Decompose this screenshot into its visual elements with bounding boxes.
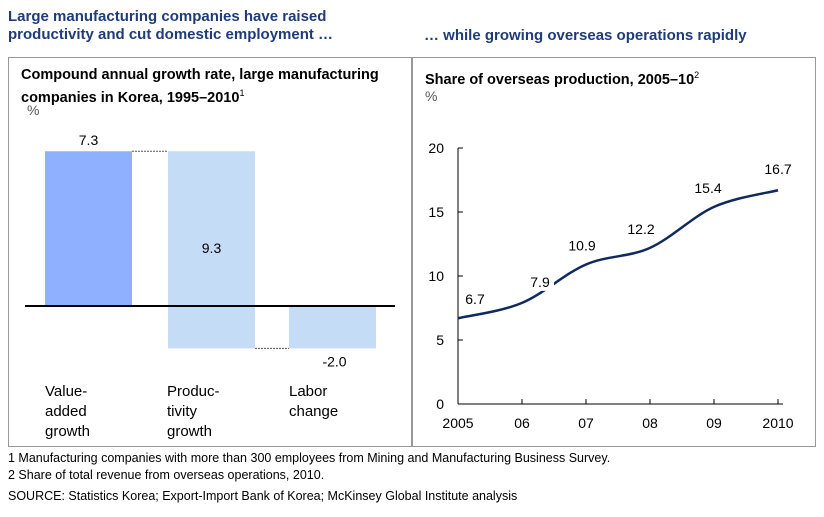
bar-0 — [45, 151, 132, 306]
data-label-bg-5 — [760, 161, 796, 179]
left-chart-title: Compound annual growth rate, large manuf… — [21, 67, 379, 106]
x-tick-label-4: 09 — [706, 415, 722, 431]
footnote-2: 2 Share of total revenue from overseas o… — [8, 468, 325, 482]
right-chart-unit: % — [425, 88, 438, 104]
bar-value-label-2: -2.0 — [322, 353, 346, 369]
y-tick-label-3: 15 — [428, 204, 444, 220]
line-chart: 0 5 10 15 20 2005 06 07 08 09 2010 6.7 7.9 10.9 12.2 15… — [428, 140, 796, 431]
bar-value-label-1: 9.3 — [202, 240, 222, 256]
category-label-1-1: tivity — [167, 403, 198, 420]
y-tick-label-4: 20 — [428, 140, 444, 156]
data-label-1: 7.9 — [530, 274, 550, 290]
data-label-0: 6.7 — [465, 291, 485, 307]
category-label-2-1: change — [289, 403, 338, 420]
data-label-5: 16.7 — [764, 161, 791, 177]
category-label-0-0: Value- — [45, 383, 87, 400]
data-label-bg-3 — [623, 220, 659, 238]
x-tick-label-2: 07 — [578, 415, 594, 431]
y-tick-label-2: 10 — [428, 268, 444, 284]
left-chart-unit: % — [27, 102, 40, 118]
right-chart-panel: Share of overseas production, 2005–102 %… — [412, 57, 816, 447]
left-title-footnote-marker: 1 — [239, 88, 245, 98]
right-chart-title: Share of overseas production, 2005–102 — [425, 70, 700, 88]
x-tick-label-5: 2010 — [762, 415, 793, 431]
category-label-1-2: growth — [167, 423, 212, 440]
series-line — [457, 189, 779, 320]
category-label-0-1: added — [45, 403, 87, 420]
bar-1 — [168, 151, 255, 349]
headline-left: Large manufacturing companies have raise… — [8, 8, 334, 43]
data-label-4: 15.4 — [694, 180, 721, 196]
category-label-2-0: Labor — [289, 383, 327, 400]
data-label-2: 10.9 — [568, 237, 595, 253]
category-label-0-2: growth — [45, 423, 90, 440]
y-tick-label-1: 5 — [436, 332, 444, 348]
x-tick-label-1: 06 — [514, 415, 530, 431]
y-tick-label-0: 0 — [436, 396, 444, 412]
headline-right: … while growing overseas operations rapi… — [424, 27, 747, 44]
data-label-bg-0 — [461, 291, 489, 309]
category-label-1-0: Produc- — [167, 383, 220, 400]
footnote-1: 1 Manufacturing companies with more than… — [8, 451, 611, 465]
data-label-bg-4 — [690, 179, 726, 197]
left-chart-panel: Compound annual growth rate, large manuf… — [8, 57, 412, 447]
data-label-3: 12.2 — [627, 221, 654, 237]
x-tick-label-0: 2005 — [442, 415, 473, 431]
data-label-bg-1 — [526, 273, 554, 291]
right-title-footnote-marker: 2 — [694, 70, 700, 80]
bar-value-label-0: 7.3 — [79, 132, 99, 148]
x-tick-label-3: 08 — [642, 415, 658, 431]
bar-2 — [289, 306, 376, 349]
waterfall-chart: 7.3 9.3 -2.0 Value-added growth Produc-tivity… — [25, 132, 395, 440]
source-note: SOURCE: Statistics Korea; Export-Import … — [8, 489, 518, 503]
data-label-bg-2 — [564, 237, 600, 255]
